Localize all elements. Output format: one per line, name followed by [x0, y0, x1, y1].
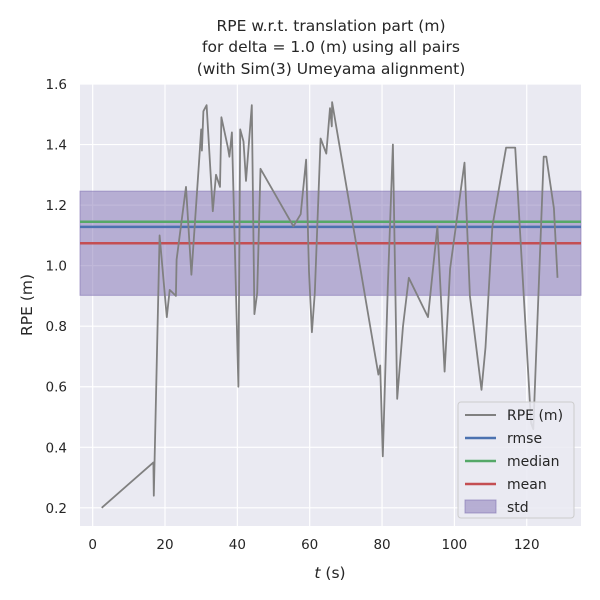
y-tick-label: 1.0	[46, 259, 67, 275]
x-tick-label: 0	[88, 537, 97, 553]
y-tick-label: 1.4	[46, 138, 67, 154]
legend-frame	[457, 401, 575, 519]
y-tick-label: 1.6	[46, 77, 67, 93]
legend-label-median: median	[507, 454, 559, 470]
statistics-lines	[80, 220, 581, 245]
legend-label-rmse: rmse	[507, 431, 542, 447]
x-axis-label: t (s)	[314, 564, 345, 582]
chart-title-line-2: for delta = 1.0 (m) using all pairs	[202, 38, 460, 56]
x-tick-label: 60	[301, 537, 318, 553]
tick-labels: 0.2 0.4 0.6 0.8 1.0 1.2 1.4 1.6 0 20 40 60 80 100 120	[46, 77, 540, 553]
x-tick-label: 20	[156, 537, 173, 553]
x-tick-label: 120	[514, 537, 540, 553]
legend: RPE (m) rmse median mean std	[457, 401, 575, 519]
y-tick-label: 1.2	[46, 198, 67, 214]
chart-title-line-3: (with Sim(3) Umeyama alignment)	[197, 60, 466, 78]
legend-label-mean: mean	[507, 477, 547, 493]
series-line-rpe	[101, 101, 559, 509]
chart-title-line-1: RPE w.r.t. translation part (m)	[216, 17, 445, 35]
series-layer	[101, 101, 559, 509]
y-tick-label: 0.2	[46, 501, 67, 517]
legend-label-rpe: RPE (m)	[507, 408, 563, 424]
y-tick-label: 0.4	[46, 440, 67, 456]
x-tick-label: 100	[442, 537, 468, 553]
x-tick-label: 40	[229, 537, 246, 553]
y-tick-label: 0.8	[46, 319, 67, 335]
y-axis-label: RPE (m)	[18, 274, 36, 336]
x-axis-label-variable: t	[314, 564, 321, 582]
x-tick-label: 80	[373, 537, 390, 553]
legend-swatch-std	[464, 499, 497, 514]
x-axis-label-unit: (s)	[320, 564, 345, 582]
legend-label-std: std	[507, 500, 529, 516]
y-tick-label: 0.6	[46, 380, 67, 396]
